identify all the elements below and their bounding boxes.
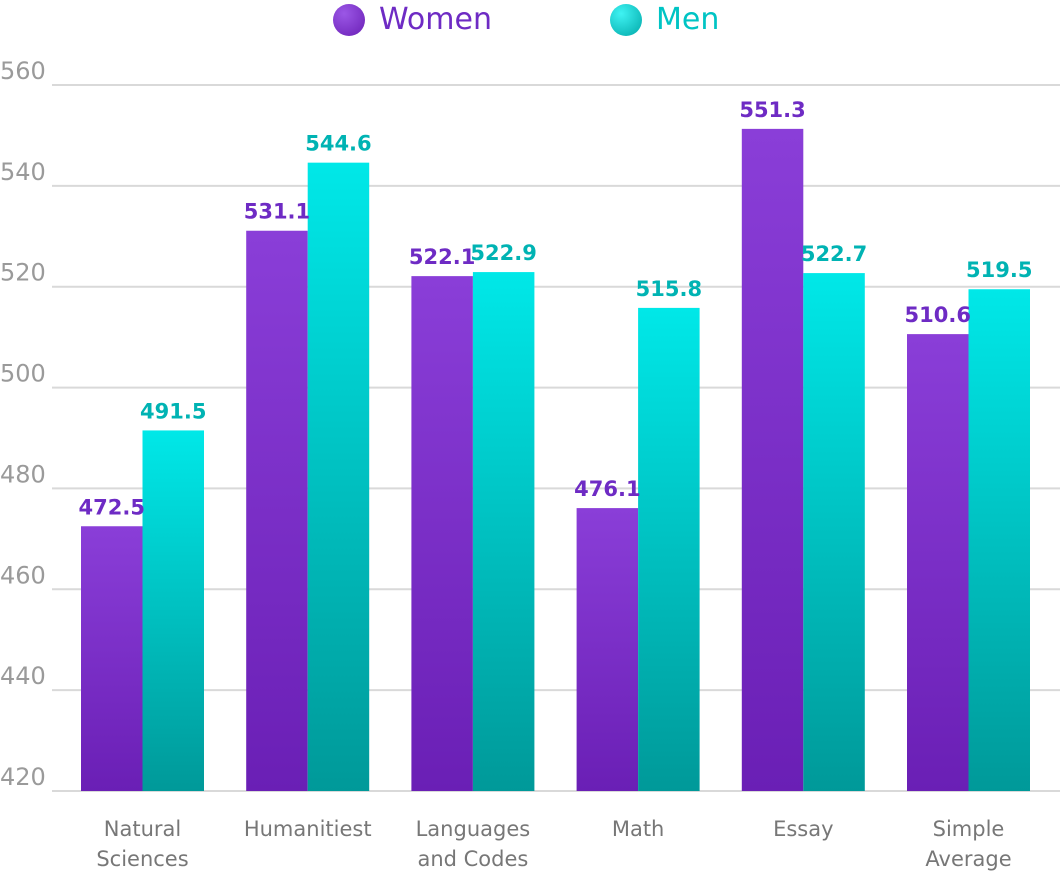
y-tick-label: 440 xyxy=(0,662,46,690)
value-label-men: 519.5 xyxy=(966,258,1032,282)
x-category-label: Math xyxy=(612,817,665,841)
bar-women xyxy=(741,128,804,791)
bars xyxy=(81,128,1030,792)
legend-label-women: Women xyxy=(379,2,492,37)
legend-label-men: Men xyxy=(656,2,720,37)
x-category-label: Natural Sciences xyxy=(96,817,188,871)
legend-swatch-men xyxy=(610,4,642,36)
bar-women xyxy=(907,334,969,791)
y-tick-label: 460 xyxy=(0,561,46,589)
value-label-women: 510.6 xyxy=(905,303,971,327)
bar-men xyxy=(472,272,535,792)
bar-women xyxy=(81,526,143,791)
value-label-women: 476.1 xyxy=(574,477,640,501)
bar-men xyxy=(803,273,865,791)
legend-swatch-women xyxy=(333,4,365,36)
legend: Women Men xyxy=(0,0,1060,40)
x-category-label: Languages and Codes xyxy=(416,817,531,871)
legend-item-women: Women xyxy=(333,0,492,40)
x-category-label: Humanitiest xyxy=(244,817,372,841)
y-tick-label: 420 xyxy=(0,763,46,791)
bar-men xyxy=(307,162,370,791)
y-tick-label: 540 xyxy=(0,158,46,186)
y-tick-label: 480 xyxy=(0,460,46,488)
bar-women xyxy=(576,508,639,791)
value-label-men: 544.6 xyxy=(305,132,371,156)
value-label-women: 551.3 xyxy=(739,98,805,122)
y-tick-label: 520 xyxy=(0,259,46,287)
x-axis-labels: Natural Sciences Humanitiest Languages and C… xyxy=(96,817,1011,871)
x-category-label: Essay xyxy=(773,817,833,841)
bar-women xyxy=(246,230,308,791)
gridlines xyxy=(52,84,1060,792)
bar-men xyxy=(142,430,204,791)
bar-men xyxy=(968,289,1030,791)
value-label-men: 515.8 xyxy=(636,277,702,301)
y-tick-label: 500 xyxy=(0,360,46,388)
value-label-women: 472.5 xyxy=(79,495,145,519)
value-label-men: 491.5 xyxy=(140,399,206,423)
value-label-men: 522.7 xyxy=(801,242,867,266)
y-tick-label: 560 xyxy=(0,57,46,85)
bar-men xyxy=(638,307,700,791)
value-label-women: 531.1 xyxy=(244,200,310,224)
value-label-women: 522.1 xyxy=(409,245,475,269)
y-axis-ticks: 420 440 460 480 500 520 540 560 xyxy=(0,57,46,791)
legend-item-men: Men xyxy=(610,0,719,40)
x-category-label: Simple Average xyxy=(925,817,1011,871)
bar-women xyxy=(411,276,473,792)
value-label-men: 522.9 xyxy=(470,241,536,265)
